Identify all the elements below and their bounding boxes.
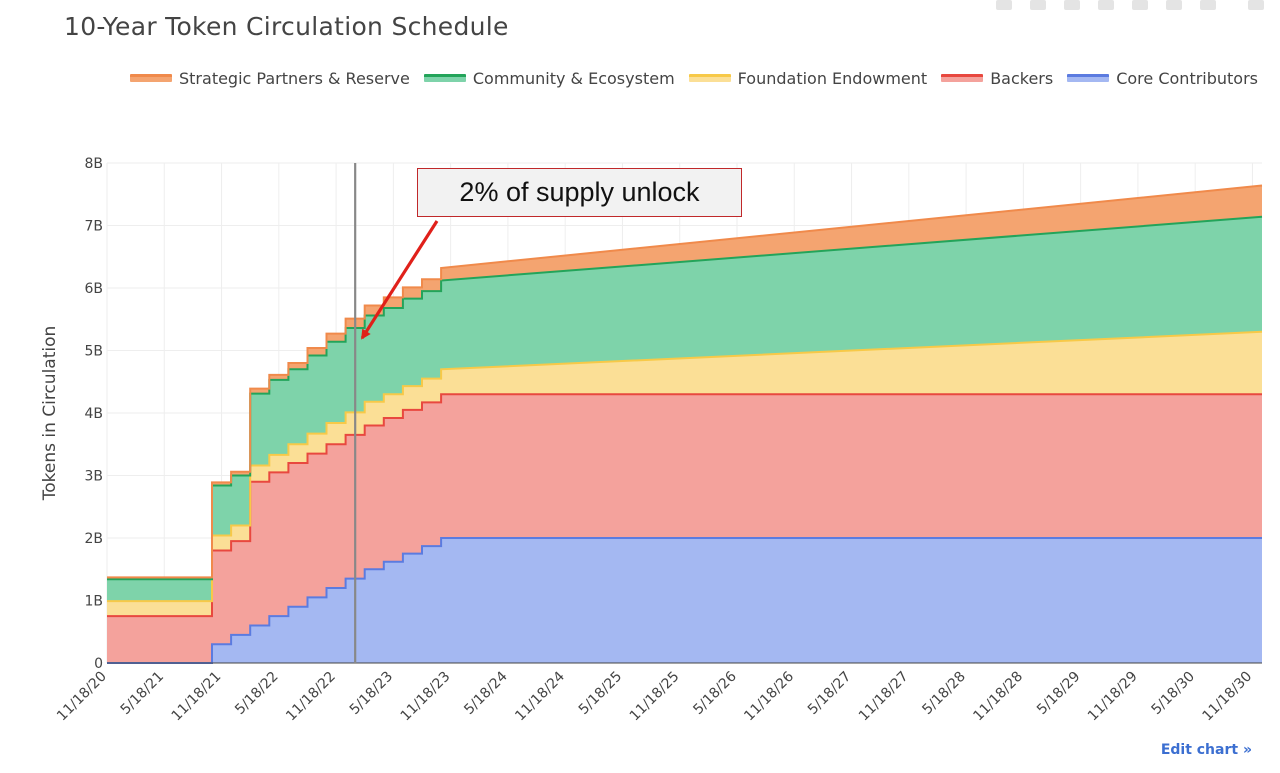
chart-title: 10-Year Token Circulation Schedule [64, 12, 509, 41]
pan-icon[interactable] [1064, 0, 1080, 10]
x-tick-label: 11/18/20 [54, 669, 110, 725]
legend-item-community[interactable]: Community & Ecosystem [423, 68, 675, 88]
edit-chart-link[interactable]: Edit chart » [1160, 742, 1252, 758]
x-tick-label: 11/18/28 [970, 669, 1026, 725]
annotation-arrow-line [360, 220, 439, 340]
x-tick-label: 11/18/29 [1085, 669, 1141, 725]
x-tick-label: 11/18/24 [512, 668, 568, 724]
line-core [107, 537, 1262, 664]
x-tick-label: 11/18/23 [398, 669, 454, 725]
x-tick-label: 5/18/25 [576, 669, 625, 718]
area-community [107, 216, 1262, 602]
stacked-areas [107, 184, 1263, 664]
area-backers [107, 394, 1262, 663]
y-tick-label: 0 [94, 656, 103, 672]
x-tick-label: 5/18/22 [232, 669, 281, 718]
x-tick-label: 11/18/30 [1199, 669, 1255, 725]
legend: Strategic Partners & Reserve Community & … [130, 67, 1272, 89]
legend-label-foundation: Foundation Endowment [737, 68, 928, 88]
legend-item-core[interactable]: Core Contributors [1067, 69, 1258, 88]
line-foundation [107, 330, 1263, 603]
camera-icon[interactable] [996, 0, 1012, 10]
x-tick-label: 11/18/27 [856, 669, 912, 725]
y-tick-label: 4B [84, 406, 103, 422]
x-tick-label: 11/18/21 [169, 669, 225, 725]
reset-axes-icon[interactable] [1200, 0, 1216, 10]
legend-swatch-backers [941, 74, 984, 82]
x-tick-label: 5/18/30 [1149, 669, 1198, 718]
autoscale-icon[interactable] [1166, 0, 1182, 10]
area-foundation [107, 331, 1262, 617]
y-tick-label: 2B [84, 531, 103, 547]
legend-item-foundation[interactable]: Foundation Endowment [688, 68, 928, 88]
x-tick-label: 5/18/28 [919, 669, 968, 718]
legend-swatch-foundation [688, 74, 731, 82]
x-tick-label: 11/18/26 [741, 668, 797, 724]
y-axis-title: Tokens in Circulation [40, 326, 60, 502]
legend-label-community: Community & Ecosystem [472, 68, 675, 88]
y-tick-label: 3B [84, 469, 103, 485]
line-strategic [107, 184, 1263, 579]
x-tick-label: 5/18/24 [461, 668, 511, 718]
y-tick-label: 8B [84, 156, 103, 172]
y-tick-label: 5B [84, 344, 103, 360]
plotly-logo-icon[interactable] [1248, 0, 1264, 10]
zoom-out-icon[interactable] [1132, 0, 1148, 10]
y-tick-label: 1B [84, 594, 103, 610]
x-tick-label: 11/18/25 [627, 669, 683, 725]
annotation-text: 2% of supply unlock [459, 177, 700, 207]
x-tick-label: 5/18/21 [118, 669, 167, 718]
annotation-box: 2% of supply unlock [417, 168, 742, 217]
zoom-in-icon[interactable] [1098, 0, 1114, 10]
annotation-arrow [360, 220, 439, 340]
legend-swatch-core [1067, 74, 1110, 82]
line-backers [107, 393, 1262, 618]
x-tick-label: 5/18/29 [1034, 669, 1083, 718]
legend-label-backers: Backers [990, 68, 1054, 88]
legend-label-strategic: Strategic Partners & Reserve [179, 68, 410, 88]
legend-swatch-strategic [130, 74, 172, 82]
zoom-icon[interactable] [1030, 0, 1046, 10]
area-core [107, 538, 1262, 663]
y-tick-label: 7B [84, 219, 103, 235]
x-tick-label: 11/18/22 [283, 669, 339, 725]
x-tick-label: 5/18/23 [347, 669, 396, 718]
y-tick-label: 6B [84, 281, 103, 297]
legend-swatch-community [423, 74, 466, 82]
legend-item-strategic[interactable]: Strategic Partners & Reserve [130, 69, 410, 88]
modebar[interactable] [996, 0, 1266, 14]
x-tick-label: 5/18/26 [690, 668, 740, 718]
legend-label-core: Core Contributors [1116, 68, 1259, 88]
x-tick-label: 5/18/27 [805, 669, 854, 718]
legend-item-backers[interactable]: Backers [941, 69, 1053, 88]
